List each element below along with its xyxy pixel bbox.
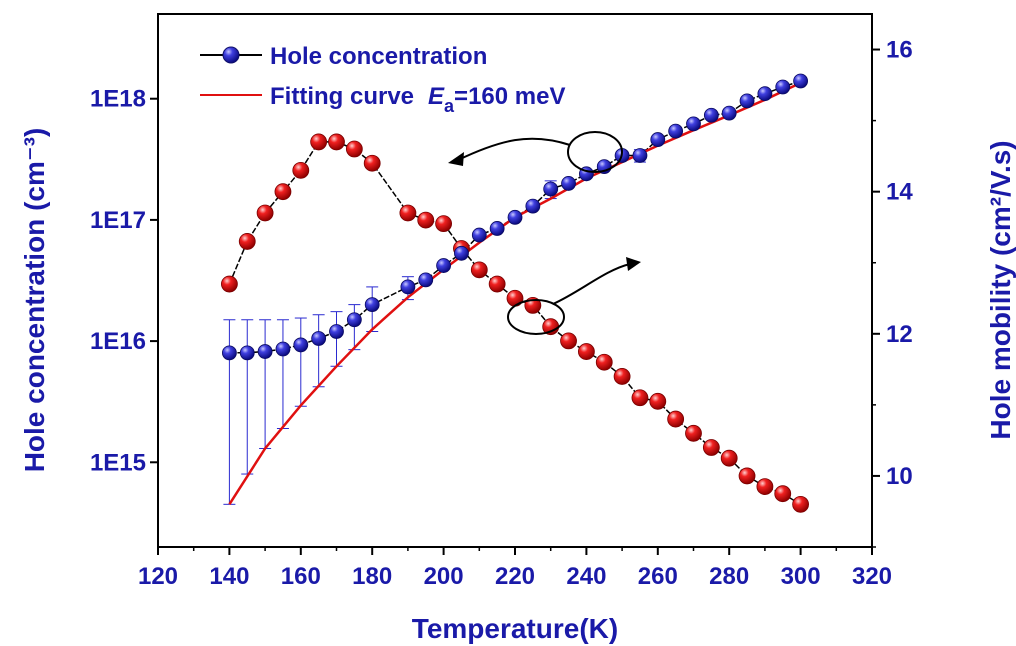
data-point-hole-concentration [757,86,773,102]
data-point-hole-mobility [560,332,577,350]
annotation-ellipse-mobility [507,299,565,335]
data-point-hole-concentration [525,198,541,214]
legend-fit-symbol: E [428,83,445,110]
ticks-layer: 120 140 160 180 200 220 240 260 280 300 320 1E15 1E1… [90,37,913,590]
x-tick-label: 200 [424,563,464,590]
data-point-hole-concentration [257,344,273,359]
data-point-hole-concentration [311,331,327,346]
markers-layer [220,73,809,513]
x-axis-title: Temperature(K) [412,613,618,644]
data-point-hole-concentration [454,245,469,261]
data-point-hole-concentration [650,132,666,147]
data-point-hole-concentration [275,341,291,357]
data-point-hole-mobility [792,495,809,513]
data-point-hole-concentration [703,107,719,123]
data-point-hole-mobility [756,478,774,495]
legend-marker-hole-concentration [222,46,240,64]
error-bars-layer [223,149,646,505]
data-point-hole-mobility [238,233,256,250]
data-point-hole-mobility [738,467,756,485]
y-left-tick-label: 1E17 [90,207,146,234]
data-point-hole-mobility [399,204,417,222]
annotation-ellipse-concentration [567,131,623,173]
x-tick-label: 240 [566,563,606,590]
data-point-hole-mobility [345,140,363,158]
data-point-hole-mobility [488,275,506,293]
data-point-hole-concentration [668,123,684,139]
data-point-hole-mobility [667,410,685,428]
data-point-hole-concentration [221,345,237,361]
x-tick-label: 280 [709,563,749,590]
x-tick-label: 140 [209,563,249,590]
y-right-tick-label: 10 [886,463,913,490]
data-point-hole-concentration [418,272,434,288]
data-point-hole-mobility [506,289,524,307]
data-point-hole-mobility [470,261,488,279]
annotation-layer [448,131,641,335]
legend-fit-suffix: =160 meV [454,83,565,110]
data-point-hole-concentration [775,79,791,95]
annotation-arrow-to-right-axis [552,263,631,305]
data-point-hole-concentration [793,73,808,89]
data-point-hole-concentration [239,345,255,361]
data-point-hole-concentration [721,105,737,121]
legend-fit-prefix: Fitting curve [270,83,414,110]
legend-label-hole-concentration: Hole concentration [270,43,487,70]
data-point-hole-concentration [739,93,755,109]
data-point-hole-mobility [274,183,292,201]
data-point-hole-mobility [774,485,792,503]
x-tick-label: 160 [281,563,321,590]
data-point-hole-concentration [400,279,416,295]
data-point-hole-concentration [471,227,487,243]
data-point-hole-mobility [363,154,381,172]
data-point-hole-concentration [329,324,344,339]
data-point-hole-mobility [631,389,649,407]
data-point-hole-mobility [685,424,702,442]
data-point-hole-concentration [686,116,701,132]
data-point-hole-concentration [364,297,380,313]
data-point-hole-concentration [543,181,559,197]
x-tick-label: 300 [781,563,821,590]
y-left-tick-label: 1E18 [90,86,146,113]
legend: Hole concentration Fitting curve Ea=160 m… [200,43,565,116]
data-point-hole-mobility [702,439,720,456]
data-point-hole-mobility [595,353,613,371]
x-tick-label: 180 [352,563,392,590]
data-point-hole-mobility [720,449,738,467]
data-point-hole-concentration [436,258,452,273]
data-point-hole-mobility [578,343,595,360]
data-point-hole-concentration [489,221,505,236]
data-point-hole-mobility [328,133,345,151]
legend-label-fitting-curve: Fitting curve Ea=160 meV [270,83,565,116]
x-tick-label: 260 [638,563,678,590]
data-point-hole-concentration [632,148,648,163]
data-point-hole-concentration [507,209,523,225]
arrowhead-left [448,152,464,166]
data-point-hole-mobility [292,161,310,179]
legend-fit-subscript: a [444,96,455,116]
y-right-tick-label: 12 [886,321,913,348]
x-tick-label: 320 [852,563,892,590]
data-point-hole-mobility [310,133,328,151]
y-axis-left-title: Hole concentration (cm⁻³) [19,128,50,473]
annotation-arrow-to-left-axis [457,137,571,161]
y-right-tick-label: 14 [886,179,913,206]
y-left-tick-label: 1E16 [90,328,146,355]
data-point-hole-mobility [649,392,667,410]
data-point-hole-mobility [256,204,274,222]
data-point-hole-concentration [346,312,362,328]
y-axis-right-title: Hole mobility (cm²/V.s) [985,140,1016,439]
data-point-hole-mobility [417,211,435,229]
data-point-hole-mobility [220,275,238,293]
data-point-hole-concentration [293,337,309,353]
data-point-hole-concentration [561,176,576,191]
y-right-tick-label: 16 [886,37,913,64]
arrowhead-right [626,257,641,271]
data-point-hole-mobility [435,215,453,233]
x-tick-label: 120 [138,563,178,590]
data-point-hole-mobility [613,368,631,385]
y-left-tick-label: 1E15 [90,449,146,476]
x-tick-label: 220 [495,563,535,590]
